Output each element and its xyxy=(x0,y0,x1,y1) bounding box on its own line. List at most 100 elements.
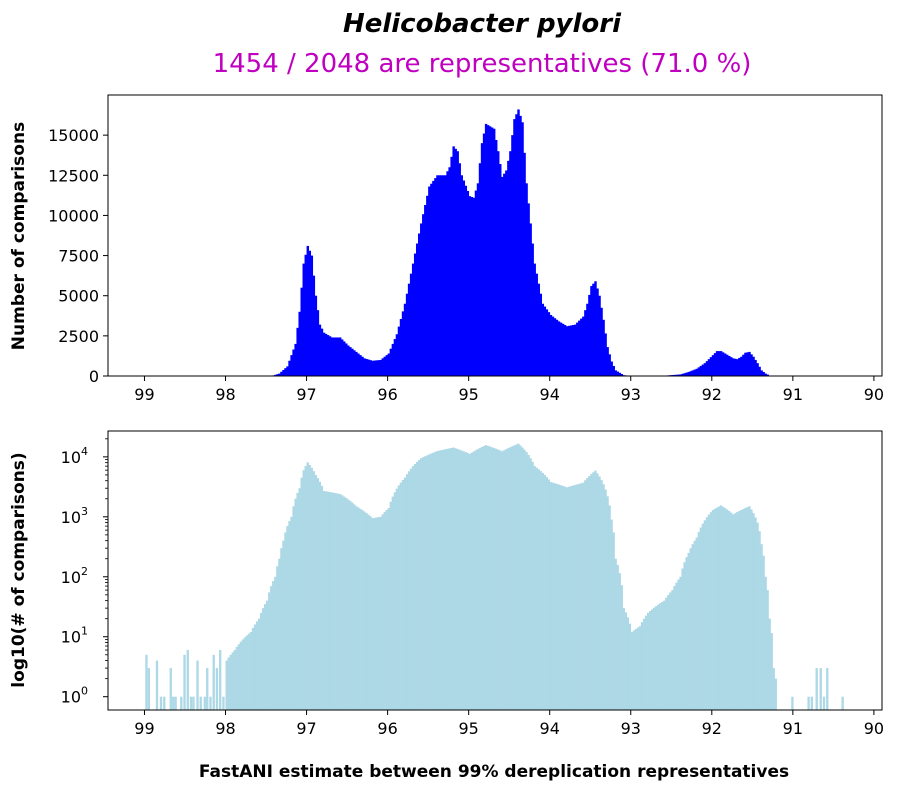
bottom-bar xyxy=(312,471,315,710)
bottom-bar xyxy=(663,600,666,710)
top-bar xyxy=(361,356,364,376)
bottom-bar xyxy=(401,480,405,710)
bottom-bar xyxy=(375,517,378,710)
top-bar xyxy=(492,128,496,376)
top-bar xyxy=(312,275,316,376)
bottom-bar xyxy=(657,604,660,710)
y-tick-label: 102 xyxy=(61,565,88,587)
top-bar xyxy=(407,283,411,376)
bottom-bar xyxy=(764,576,767,710)
x-tick-label: 92 xyxy=(702,719,722,738)
top-bar xyxy=(446,171,449,376)
bottom-bar xyxy=(440,450,443,710)
top-bar xyxy=(367,359,370,376)
top-bar xyxy=(677,374,680,376)
bottom-bar xyxy=(569,486,573,710)
bottom-bar xyxy=(521,447,524,710)
bottom-bar xyxy=(511,446,514,710)
bottom-bar xyxy=(174,696,177,710)
bottom-bar xyxy=(677,579,680,710)
bottom-bar xyxy=(251,627,255,710)
top-bar xyxy=(375,360,378,376)
bottom-bar xyxy=(249,631,253,710)
bottom-bar xyxy=(316,478,320,710)
top-bar xyxy=(580,318,583,376)
bottom-bar xyxy=(450,447,453,710)
bottom-bar xyxy=(791,696,794,710)
top-y-ticks: 0 2500 5000 7500 10000 12500 15000 xyxy=(48,126,108,386)
top-bar xyxy=(742,354,745,376)
bottom-bar xyxy=(841,696,844,710)
bottom-bar xyxy=(349,500,352,710)
bottom-bar xyxy=(653,607,656,710)
top-bar xyxy=(507,160,510,376)
bottom-bar xyxy=(363,511,366,710)
bottom-bar xyxy=(529,458,532,710)
bottom-bar xyxy=(535,467,538,710)
bottom-bar xyxy=(606,496,609,710)
bottom-bar xyxy=(545,477,548,710)
bottom-bar xyxy=(709,512,713,710)
top-bar xyxy=(537,283,540,376)
bottom-bar xyxy=(750,509,753,710)
top-bar xyxy=(525,183,528,376)
bottom-bar xyxy=(596,473,599,710)
bottom-bar xyxy=(462,451,465,710)
bottom-bar xyxy=(345,497,348,710)
bottom-bar xyxy=(549,482,553,710)
top-bar xyxy=(513,119,516,376)
bottom-bar xyxy=(351,502,354,710)
bottom-bar xyxy=(268,592,271,710)
bottom-bar xyxy=(206,668,209,710)
bottom-bar xyxy=(225,660,228,710)
bottom-bar xyxy=(336,493,340,710)
top-bar xyxy=(401,311,405,376)
top-bar xyxy=(298,311,301,376)
bottom-bar xyxy=(711,509,715,710)
bottom-bar xyxy=(590,474,593,710)
top-bar xyxy=(448,167,451,376)
top-bar xyxy=(351,348,354,376)
top-bar xyxy=(341,339,344,376)
top-bar xyxy=(389,348,393,376)
top-bar xyxy=(588,294,591,376)
top-bar xyxy=(359,355,362,376)
bottom-bar xyxy=(334,493,338,710)
top-bar xyxy=(756,363,759,376)
top-bar xyxy=(338,337,342,376)
bottom-bar xyxy=(501,451,504,710)
top-bar xyxy=(574,324,577,376)
bottom-bar xyxy=(411,466,415,710)
bottom-bar xyxy=(697,532,700,710)
top-bar xyxy=(600,307,603,376)
top-bar xyxy=(399,319,403,376)
top-bar xyxy=(509,151,512,376)
bottom-bar xyxy=(155,660,159,710)
top-bar xyxy=(497,151,500,376)
top-bar xyxy=(322,332,326,376)
top-bar xyxy=(430,183,433,376)
bottom-bar xyxy=(430,453,433,710)
top-plot-frame xyxy=(107,94,883,377)
top-bar xyxy=(355,351,358,376)
top-bar xyxy=(466,190,470,376)
bottom-bar xyxy=(505,449,508,710)
top-bar xyxy=(336,337,340,376)
bottom-bar xyxy=(592,472,595,710)
bottom-bar xyxy=(409,468,413,710)
bottom-bar xyxy=(272,581,275,710)
top-bar xyxy=(553,318,557,376)
top-bar xyxy=(697,367,701,376)
top-bar xyxy=(569,325,573,376)
top-bar xyxy=(515,114,518,377)
bottom-bar xyxy=(308,464,311,710)
top-bar xyxy=(284,368,287,376)
bottom-bar xyxy=(723,508,727,710)
x-axis-label: FastANI estimate between 99% dereplicati… xyxy=(199,762,789,782)
top-bar xyxy=(308,250,312,376)
bottom-bar xyxy=(314,474,317,710)
bottom-bar xyxy=(332,492,336,710)
bottom-bar xyxy=(523,449,526,710)
bottom-panel: 99 98 97 96 95 94 93 92 91 90 100 101 102 103 104 log… xyxy=(9,430,884,738)
top-bar xyxy=(409,273,413,376)
